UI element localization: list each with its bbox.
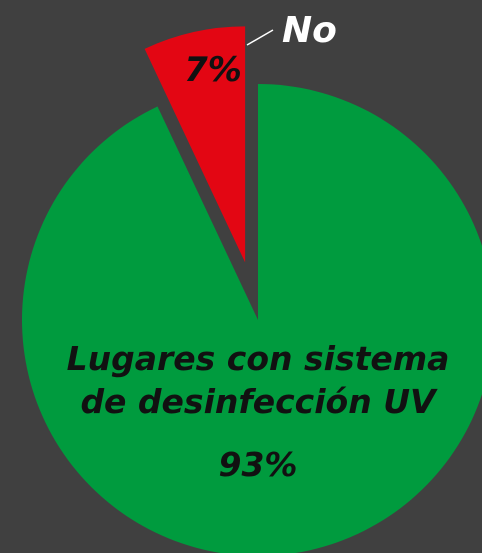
pie-slice xyxy=(144,26,246,263)
pie-slice xyxy=(22,84,482,553)
leader-line xyxy=(246,29,274,46)
slice-category-label: No xyxy=(282,10,337,51)
slice-value-label: 7% xyxy=(184,50,242,90)
slice-category-label: Lugares con sistema de desinfección UV xyxy=(66,339,450,421)
slice-value-label: 93% xyxy=(218,445,298,484)
